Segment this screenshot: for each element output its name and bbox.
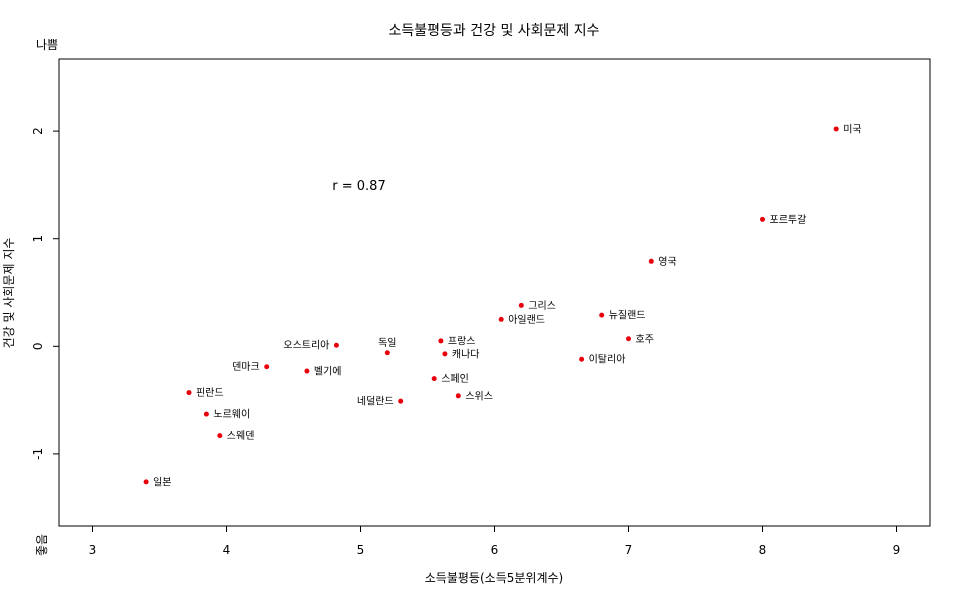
data-point: [384, 350, 390, 356]
point-label: 핀란드: [196, 387, 224, 399]
point-label: 일본: [153, 476, 171, 488]
point-label: 스웨덴: [227, 430, 255, 442]
point-label: 스위스: [465, 389, 493, 402]
y-tick-label: 0: [31, 342, 45, 350]
x-tick-label: 5: [357, 543, 365, 557]
point-label: 프랑스: [448, 335, 476, 347]
data-point: [304, 368, 310, 374]
point-label: 벨기에: [314, 366, 342, 378]
data-point: [626, 336, 631, 342]
y-axis-top-label: 나쁨: [36, 38, 58, 52]
correlation-annotation: r = 0.87: [332, 179, 385, 194]
data-point: [438, 338, 444, 344]
y-axis-label: 건강 및 사회문제 지수: [2, 238, 16, 349]
data-point: [833, 126, 839, 132]
y-axis: -1 0 1 2: [31, 127, 59, 460]
point-label: 독일: [378, 337, 396, 349]
data-point: [518, 302, 524, 308]
x-tick-label: 7: [625, 543, 633, 557]
x-tick-label: 8: [759, 543, 767, 557]
data-point: [442, 351, 448, 357]
data-point: [455, 393, 461, 399]
data-point: [599, 312, 605, 318]
point-label: 오스트리아: [283, 340, 329, 352]
data-point: [186, 390, 192, 396]
y-tick-label: 1: [31, 235, 45, 243]
x-tick-label: 6: [491, 543, 499, 557]
x-tick-label: 3: [89, 543, 97, 557]
x-axis-label: 소득불평등(소득5분위계수): [425, 571, 563, 585]
point-label: 덴마크: [232, 361, 260, 373]
plot-area-frame: [58, 58, 931, 527]
data-point: [431, 376, 437, 382]
point-label: 이탈리아: [589, 353, 626, 366]
data-point: [398, 398, 404, 404]
point-label: 영국: [658, 256, 676, 268]
point-label: 포르투갈: [770, 213, 807, 226]
point-label: 호주: [636, 333, 654, 345]
x-axis: 3 4 5 6 7 8 9: [89, 526, 901, 557]
data-point: [579, 356, 585, 362]
data-point: [203, 411, 209, 417]
chart-title: 소득불평등과 건강 및 사회문제 지수: [389, 23, 600, 39]
point-label: 뉴질랜드: [609, 310, 646, 322]
point-label: 노르웨이: [213, 409, 250, 421]
x-tick-label: 9: [893, 543, 901, 557]
point-label: 네덜란드: [357, 396, 394, 408]
y-axis-bottom-label: 좋음: [35, 534, 49, 556]
point-label: 스페인: [441, 373, 469, 385]
y-tick-label: -1: [31, 448, 45, 460]
point-label: 그리스: [528, 300, 556, 312]
point-label: 아일랜드: [508, 314, 545, 326]
y-tick-label: 2: [31, 127, 45, 135]
data-point: [143, 479, 149, 485]
x-tick-label: 4: [223, 543, 231, 557]
point-label: 캐나다: [452, 348, 480, 360]
data-point: [217, 433, 223, 439]
point-label: 미국: [843, 123, 861, 135]
data-point: [264, 364, 270, 370]
data-point: [498, 316, 504, 322]
data-point: [333, 342, 339, 348]
data-point: [648, 258, 654, 264]
data-point: [760, 216, 765, 222]
